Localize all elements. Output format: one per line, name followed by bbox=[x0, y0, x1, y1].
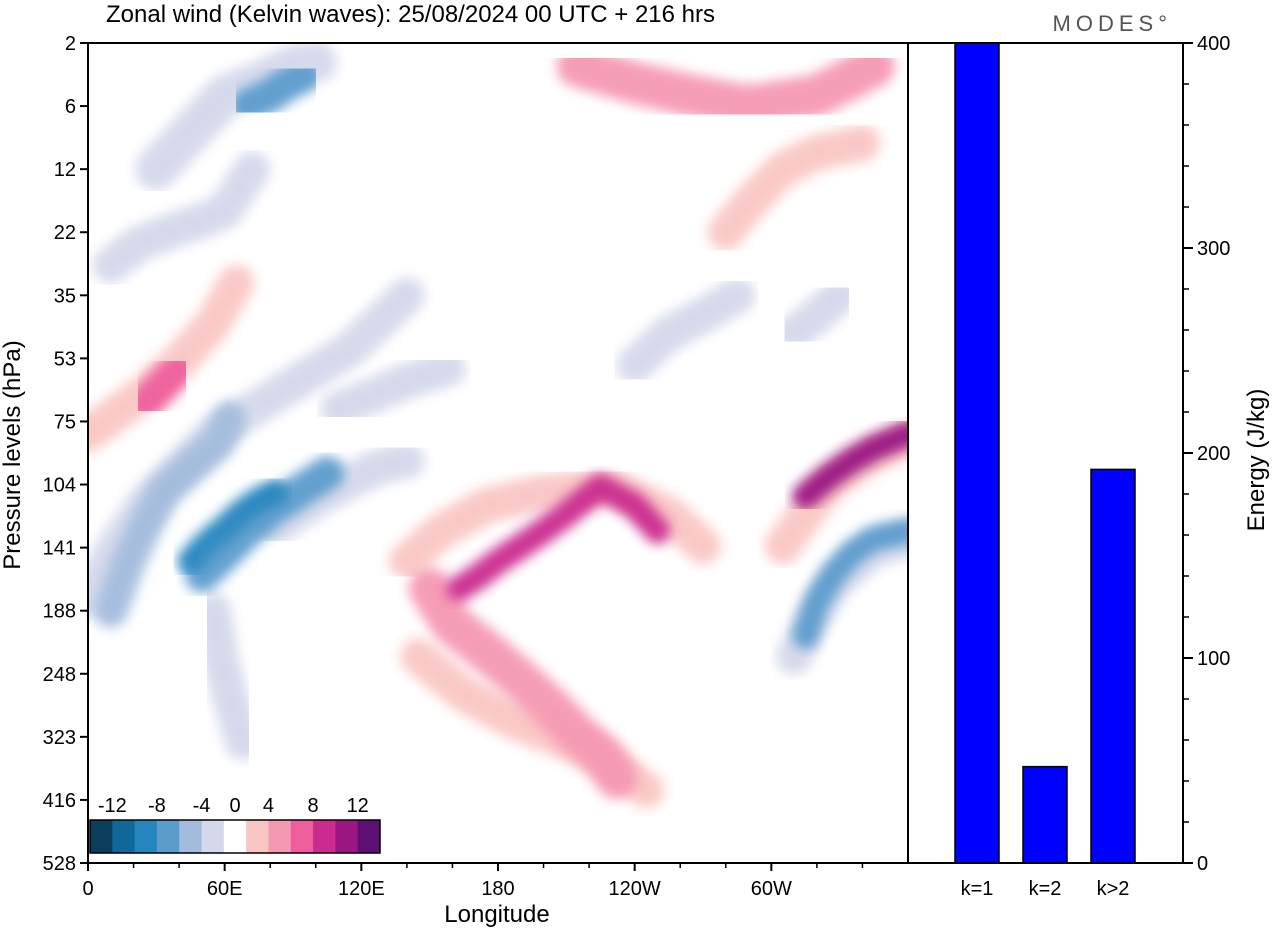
chart-title: Zonal wind (Kelvin waves): 25/08/2024 00… bbox=[106, 1, 715, 28]
y-tick-label: 323 bbox=[43, 727, 76, 749]
x-tick-label: 120E bbox=[338, 878, 385, 900]
bar-category-label: k=2 bbox=[1029, 878, 1062, 900]
x-tick-label: 60W bbox=[751, 878, 792, 900]
colorbar-label: 0 bbox=[229, 795, 240, 817]
colorbar-label: 8 bbox=[308, 795, 319, 817]
y-tick-label: 416 bbox=[43, 790, 76, 812]
contour-band bbox=[230, 58, 322, 124]
x-tick-label: 60E bbox=[207, 878, 243, 900]
y-tick-label: 53 bbox=[54, 348, 76, 370]
colorbar-swatch bbox=[246, 820, 269, 853]
contour-band bbox=[792, 420, 908, 510]
colorbar-label: -8 bbox=[148, 795, 166, 817]
colorbar-label: 12 bbox=[347, 795, 369, 817]
colorbar-swatch bbox=[156, 820, 180, 853]
contour-band bbox=[446, 473, 671, 602]
y-tick-label: 12 bbox=[54, 159, 76, 181]
bar bbox=[1022, 765, 1068, 864]
contour-band bbox=[707, 125, 881, 251]
contour-band bbox=[93, 402, 247, 628]
x-axis-label: Longitude bbox=[444, 901, 549, 928]
contour-band bbox=[127, 351, 197, 421]
contour-band bbox=[177, 479, 288, 575]
y-tick-label: 35 bbox=[54, 285, 76, 307]
bar-y-axis: 0 100 200 300 400 bbox=[1183, 33, 1230, 875]
y-tick-label: 248 bbox=[43, 664, 76, 686]
colorbar-swatch bbox=[179, 820, 203, 853]
colorbar-swatch bbox=[335, 820, 359, 853]
y-tick-label: 6 bbox=[65, 96, 76, 118]
y-tick-label: 75 bbox=[54, 411, 76, 433]
contour-band bbox=[184, 456, 345, 593]
x-tick-label: 0 bbox=[82, 878, 93, 900]
colorbar-swatch bbox=[112, 820, 136, 853]
x-tick-label: 180 bbox=[481, 878, 514, 900]
colorbar-label: -4 bbox=[193, 795, 211, 817]
y-tick-label: 2 bbox=[65, 33, 76, 55]
y-axis-label: Pressure levels (hPa) bbox=[0, 340, 26, 569]
colorbar-label: 4 bbox=[263, 795, 274, 817]
bar-y-tick-label: 200 bbox=[1197, 443, 1230, 465]
colorbar-swatch bbox=[134, 820, 158, 853]
colorbar-swatch bbox=[90, 820, 113, 853]
colorbar-swatch bbox=[313, 820, 336, 853]
colorbar-swatch bbox=[290, 820, 314, 853]
y-axis: 2 6 12 22 35 53 75 104 141 188 248 323 416 528 bbox=[43, 33, 88, 875]
y-tick-label: 22 bbox=[54, 222, 76, 244]
x-axis: 0 60E 120E 180 120W 60W bbox=[82, 863, 864, 900]
bar bbox=[1090, 468, 1136, 864]
colorbar-swatch bbox=[357, 820, 381, 853]
bar-panel bbox=[908, 43, 1183, 863]
colorbar-swatch bbox=[223, 820, 247, 853]
colorbar: -12 -8 -4 0 4 8 12 bbox=[89, 795, 381, 854]
bar-category-label: k=1 bbox=[961, 878, 994, 900]
contour-band bbox=[92, 151, 270, 283]
modes-logo: MODES° bbox=[1053, 11, 1172, 36]
colorbar-label: -12 bbox=[98, 795, 127, 817]
contour-band bbox=[388, 468, 721, 580]
bar-y-tick-label: 0 bbox=[1197, 853, 1208, 875]
contour-band bbox=[320, 350, 466, 427]
y-tick-label: 188 bbox=[43, 601, 76, 623]
bar-category-label: k>2 bbox=[1097, 878, 1130, 900]
contour-band bbox=[776, 277, 858, 352]
contour-band bbox=[195, 592, 261, 761]
x-tick-label: 120W bbox=[609, 878, 661, 900]
contour-band bbox=[556, 45, 895, 128]
contour-band bbox=[408, 567, 638, 799]
heatmap-contours bbox=[88, 43, 908, 809]
colorbar-frame bbox=[89, 819, 381, 854]
y-tick-label: 528 bbox=[43, 853, 76, 875]
colorbar-swatch bbox=[201, 820, 225, 853]
bar-y-tick-label: 100 bbox=[1197, 648, 1230, 670]
colorbar-swatch bbox=[268, 820, 292, 853]
bar-y-axis-label: Energy (J/kg) bbox=[1243, 389, 1270, 532]
bar-y-tick-label: 300 bbox=[1197, 238, 1230, 260]
y-tick-label: 141 bbox=[43, 538, 76, 560]
bar bbox=[954, 42, 1000, 864]
y-tick-label: 104 bbox=[43, 475, 76, 497]
contour-band bbox=[616, 277, 756, 384]
bar-x-axis: k=1 k=2 k>2 bbox=[961, 878, 1130, 900]
bar-y-tick-label: 400 bbox=[1197, 33, 1230, 55]
contour-band bbox=[792, 517, 908, 649]
